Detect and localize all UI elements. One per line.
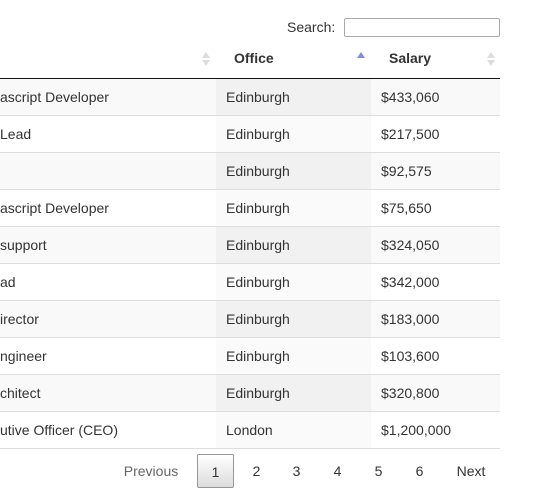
header-border (0, 78, 500, 79)
page-button[interactable]: 2 (252, 463, 261, 479)
header-salary[interactable]: Salary (389, 50, 432, 66)
cell-office: London (216, 412, 371, 448)
table-row: Edinburgh $92,575 (0, 153, 500, 190)
cell-salary: $342,000 (381, 274, 440, 290)
cell-office: Edinburgh (216, 79, 371, 115)
table-row: support Edinburgh $324,050 (0, 227, 500, 264)
cell-position: ascript Developer (0, 89, 109, 105)
cell-position: irector (0, 311, 39, 327)
page-button[interactable]: 3 (292, 463, 301, 479)
next-button[interactable]: Next (456, 463, 486, 479)
table-row: utive Officer (CEO) London $1,200,000 (0, 412, 500, 449)
cell-office: Edinburgh (216, 190, 371, 226)
cell-salary: $92,575 (381, 163, 432, 179)
cell-office: Edinburgh (216, 375, 371, 411)
header-office[interactable]: Office (234, 50, 274, 66)
cell-salary: $103,600 (381, 348, 440, 364)
page-button[interactable]: 1 (197, 454, 234, 488)
search-input[interactable] (344, 18, 500, 37)
cell-salary: $320,800 (381, 385, 440, 401)
cell-position (0, 153, 216, 189)
search-label: Search: (287, 19, 336, 35)
cell-salary: $183,000 (381, 311, 440, 327)
table-row: ad Edinburgh $342,000 (0, 264, 500, 301)
cell-salary: $1,200,000 (381, 422, 452, 438)
cell-position: utive Officer (CEO) (0, 422, 118, 438)
sort-down (487, 60, 495, 66)
cell-position: ascript Developer (0, 200, 109, 216)
sort-down (202, 60, 210, 66)
previous-button[interactable]: Previous (123, 463, 179, 479)
cell-salary: $433,060 (381, 89, 440, 105)
cell-office: Edinburgh (216, 338, 371, 374)
cell-office: Edinburgh (216, 264, 371, 300)
sort-up (487, 52, 495, 58)
cell-position: ngineer (0, 348, 47, 364)
cell-office: Edinburgh (216, 301, 371, 337)
cell-position: Lead (0, 126, 32, 142)
table-row: ascript Developer Edinburgh $75,650 (0, 190, 500, 227)
sort-up (202, 52, 210, 58)
page-button[interactable]: 5 (374, 463, 383, 479)
cell-office: Edinburgh (216, 227, 371, 263)
cell-position: support (0, 237, 47, 253)
table-row: ngineer Edinburgh $103,600 (0, 338, 500, 375)
header-position[interactable] (0, 38, 216, 78)
cell-salary: $217,500 (381, 126, 440, 142)
cell-office: Edinburgh (216, 153, 371, 189)
table-row: ascript Developer Edinburgh $433,060 (0, 79, 500, 116)
cell-salary: $324,050 (381, 237, 440, 253)
cell-salary: $75,650 (381, 200, 432, 216)
cell-position: chitect (0, 385, 41, 401)
cell-office: Edinburgh (216, 116, 371, 152)
page-button[interactable]: 6 (415, 463, 424, 479)
table-row: irector Edinburgh $183,000 (0, 301, 500, 338)
table-row: chitect Edinburgh $320,800 (0, 375, 500, 412)
page-button[interactable]: 4 (333, 463, 342, 479)
cell-position: ad (0, 274, 16, 290)
table-row: Lead Edinburgh $217,500 (0, 116, 500, 153)
sort-up (357, 52, 365, 58)
